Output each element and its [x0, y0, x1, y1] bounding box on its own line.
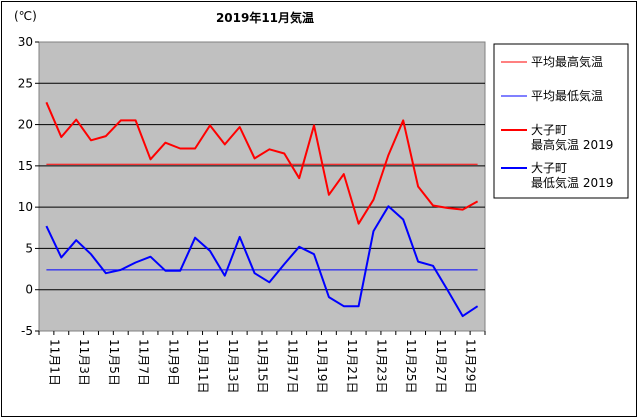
- y-tick-label: 0: [25, 283, 33, 297]
- series-line-3: [45, 205, 479, 318]
- x-tick-label: 11月23日: [375, 339, 389, 394]
- x-tick-label: 11月7日: [137, 339, 151, 386]
- x-tick-label: 11月15日: [256, 339, 270, 394]
- chart-title: 2019年11月気温: [216, 10, 314, 25]
- y-axis-ticks: 30 25 20 15 10 5 0 -5: [18, 35, 39, 338]
- x-tick-label: 11月9日: [166, 339, 180, 386]
- x-tick-label: 11月13日: [226, 339, 240, 394]
- x-tick-label: 11月3日: [77, 339, 91, 386]
- x-tick-label: 11月1日: [47, 339, 61, 386]
- series-lines: [45, 101, 479, 318]
- legend-label-0: 平均最高気温: [531, 54, 603, 69]
- grid-lines: [39, 82, 485, 291]
- x-tick-label: 11月11日: [196, 339, 210, 394]
- y-tick-label: 15: [18, 159, 33, 173]
- x-tick-label: 11月17日: [285, 339, 299, 394]
- x-tick-label: 11月25日: [404, 339, 418, 394]
- legend-label-1: 平均最低気温: [531, 88, 603, 103]
- y-tick-label: 25: [18, 76, 33, 90]
- series-line-2: [45, 101, 479, 225]
- x-axis-ticks: 11月1日 11月3日 11月5日 11月7日 11月9日 11月11日 11月13日 11月…: [38, 331, 486, 394]
- y-tick-label: 30: [18, 35, 33, 49]
- y-tick-label: 20: [18, 118, 33, 132]
- legend-label-3: 大子町最低気温 2019: [531, 161, 613, 190]
- x-tick-label: 11月21日: [345, 339, 359, 394]
- y-axis-unit-label: (℃): [14, 9, 37, 23]
- y-tick-label: 5: [25, 241, 33, 255]
- y-tick-label: 10: [18, 200, 33, 214]
- legend-label-2: 大子町最高気温 2019: [531, 123, 613, 152]
- plot-area: [38, 41, 486, 332]
- x-tick-label: 11月19日: [315, 339, 329, 394]
- y-tick-label: -5: [21, 324, 33, 338]
- x-tick-label: 11月5日: [107, 339, 121, 386]
- x-tick-label: 11月27日: [434, 339, 448, 394]
- x-tick-label: 11月29日: [464, 339, 478, 394]
- legend: [493, 43, 629, 199]
